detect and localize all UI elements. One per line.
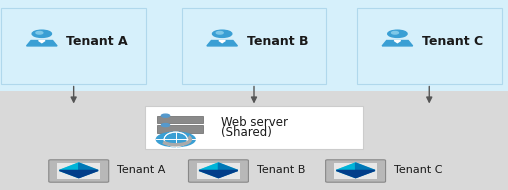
Circle shape [388,30,407,37]
Polygon shape [59,170,98,178]
Text: Tenant B: Tenant B [257,165,305,175]
Text: (Shared): (Shared) [221,126,272,139]
Polygon shape [382,40,412,46]
Polygon shape [207,40,237,46]
Polygon shape [219,40,226,43]
Polygon shape [336,163,356,178]
Circle shape [36,32,43,34]
Polygon shape [218,163,238,178]
FancyBboxPatch shape [188,160,248,182]
Text: Web server: Web server [221,116,288,129]
FancyBboxPatch shape [197,163,240,179]
Polygon shape [394,40,401,43]
FancyBboxPatch shape [157,125,203,133]
Text: Tenant A: Tenant A [67,35,128,48]
Polygon shape [336,170,375,178]
Polygon shape [59,163,79,178]
FancyBboxPatch shape [0,91,508,190]
Circle shape [32,30,51,37]
FancyBboxPatch shape [357,8,502,84]
Polygon shape [199,163,218,178]
Polygon shape [199,163,238,170]
FancyBboxPatch shape [49,160,109,182]
FancyBboxPatch shape [2,8,146,84]
Circle shape [216,32,223,34]
Polygon shape [356,163,375,178]
Text: Tenant B: Tenant B [247,35,308,48]
Circle shape [162,114,170,117]
FancyBboxPatch shape [0,0,508,91]
Polygon shape [199,170,238,178]
FancyBboxPatch shape [145,106,363,149]
FancyBboxPatch shape [57,163,100,179]
Circle shape [156,132,195,147]
Text: Tenant C: Tenant C [394,165,442,175]
Circle shape [162,124,170,127]
FancyBboxPatch shape [182,8,327,84]
Polygon shape [79,163,98,178]
Circle shape [212,30,232,37]
Polygon shape [336,163,375,170]
Text: Tenant A: Tenant A [117,165,165,175]
FancyBboxPatch shape [326,160,386,182]
Circle shape [392,32,398,34]
Polygon shape [59,163,98,170]
FancyBboxPatch shape [334,163,377,179]
Polygon shape [39,40,45,43]
FancyBboxPatch shape [157,116,203,123]
Text: Tenant C: Tenant C [422,35,483,48]
Polygon shape [26,40,57,46]
